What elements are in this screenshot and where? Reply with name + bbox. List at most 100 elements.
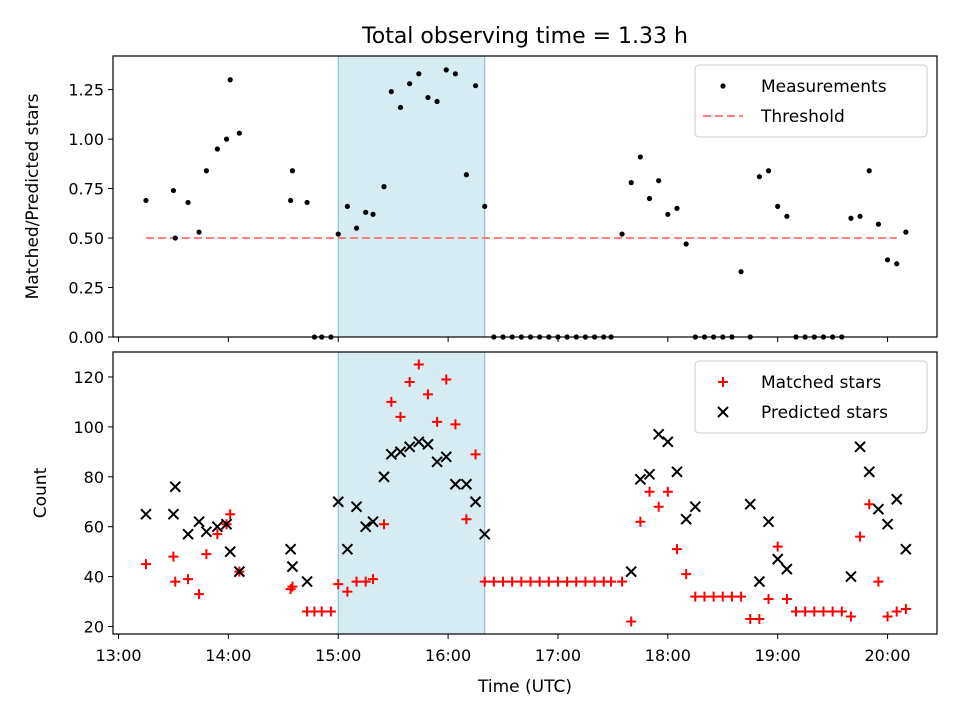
axes-frame [112, 55, 938, 338]
matched-stars-point [543, 576, 554, 587]
predicted-stars-point [332, 496, 344, 508]
measurement-point [619, 231, 625, 237]
matched-stars-point [726, 591, 737, 602]
measurement-point [388, 89, 394, 95]
matched-stars-point [212, 529, 223, 540]
predicted-stars-point [479, 528, 491, 540]
matched-stars-point [342, 586, 353, 597]
measurement-point [637, 154, 643, 160]
figure-title: Total observing time = 1.33 h [361, 24, 688, 49]
matched-stars-point [717, 591, 728, 602]
x-tick-label: 15:00 [315, 646, 361, 665]
measurement-point [304, 199, 310, 206]
matched-stars-point [891, 606, 902, 617]
measurement-point [407, 81, 413, 87]
legend-marker-matched-stars [718, 377, 728, 387]
measurement-point [665, 211, 671, 217]
predicted-stars-point [284, 543, 297, 555]
shaded-interval [337, 55, 486, 338]
y-tick-label: 40 [84, 568, 104, 587]
measurement-point [416, 71, 422, 77]
measurement-point [363, 209, 369, 215]
predicted-stars-point [460, 478, 473, 490]
predicted-stars-point [781, 563, 793, 575]
legend-marker-predicted-stars [717, 406, 729, 418]
matched-stars-point [562, 576, 573, 587]
predicted-stars-point [753, 575, 766, 588]
matched-stars-point [882, 611, 893, 622]
y-axis-label: Matched/Predicted stars [23, 93, 43, 299]
matched-stars-point [791, 606, 802, 617]
measurement-point [196, 229, 202, 235]
matched-stars-point [818, 606, 829, 617]
matched-stars-point [635, 516, 646, 527]
predicted-stars-point [469, 496, 482, 508]
y-tick-label: 100 [73, 418, 104, 437]
predicted-stars-point [359, 520, 372, 533]
matched-stars-point [855, 531, 866, 542]
predicted-stars-point [182, 528, 194, 540]
predicted-stars-point [422, 438, 434, 451]
matched-stars-point [800, 606, 811, 617]
x-axis-label: Time (UTC) [477, 677, 572, 697]
predicted-stars-point [744, 498, 756, 510]
x-tick-label: 13:00 [95, 646, 141, 665]
matched-stars-point [333, 579, 344, 590]
x-tick-label: 20:00 [865, 646, 911, 665]
measurement-point [203, 168, 209, 174]
matched-stars-point [745, 614, 756, 625]
legend-marker-measurements [720, 83, 726, 89]
measurement-point [443, 67, 449, 73]
matched-stars-point [662, 486, 673, 497]
matched-stars-point [461, 514, 472, 525]
predicted-stars-point [233, 565, 246, 578]
matched-stars-point [708, 591, 719, 602]
matched-stars-point [534, 576, 545, 587]
matched-stars-point [671, 544, 682, 555]
predicted-stars-point [224, 545, 236, 558]
predicted-stars-point [643, 468, 656, 480]
measurement-point [756, 174, 762, 180]
measurement-point [784, 213, 790, 219]
predicted-stars-point [211, 520, 224, 533]
matched-stars-point [325, 606, 336, 617]
measurement-point [875, 221, 882, 227]
legend-box [694, 64, 928, 138]
measurement-point [857, 213, 863, 219]
matched-stars-point [516, 576, 527, 587]
matched-stars-point [351, 576, 362, 587]
y-tick-label: 0.50 [68, 229, 104, 248]
predicted-stars-point [440, 451, 452, 463]
predicted-stars-point [680, 513, 692, 525]
predicted-stars-point [413, 436, 425, 448]
measurement-point [143, 197, 149, 204]
matched-stars-point [864, 499, 875, 510]
matched-stars-point [626, 616, 637, 627]
measurement-point [765, 168, 772, 174]
legend-label: Matched stars [761, 373, 881, 393]
predicted-stars-point [652, 428, 665, 441]
measurement-point [344, 203, 350, 209]
predicted-stars-point [220, 518, 233, 530]
predicted-stars-point [891, 493, 903, 505]
measurement-point [172, 235, 178, 241]
x-tick-label: 16:00 [425, 646, 471, 665]
predicted-stars-point [169, 481, 181, 493]
measurement-point [381, 184, 387, 190]
matched-stars-point [772, 541, 783, 552]
y-tick-label: 0.75 [68, 180, 104, 199]
predicted-stars-point [350, 501, 363, 513]
measurement-point [335, 231, 341, 237]
matched-stars-point [285, 584, 296, 595]
measurement-point [472, 83, 479, 89]
matched-stars-point [580, 576, 591, 587]
matched-stars-point [873, 576, 884, 587]
predicted-stars-point [671, 466, 683, 478]
matched-stars-point [763, 594, 774, 605]
measurement-point [884, 257, 891, 263]
measurement-point [289, 168, 296, 174]
y-tick-label: 60 [84, 518, 104, 537]
matched-stars-point [450, 419, 461, 430]
measurement-point [370, 211, 376, 217]
